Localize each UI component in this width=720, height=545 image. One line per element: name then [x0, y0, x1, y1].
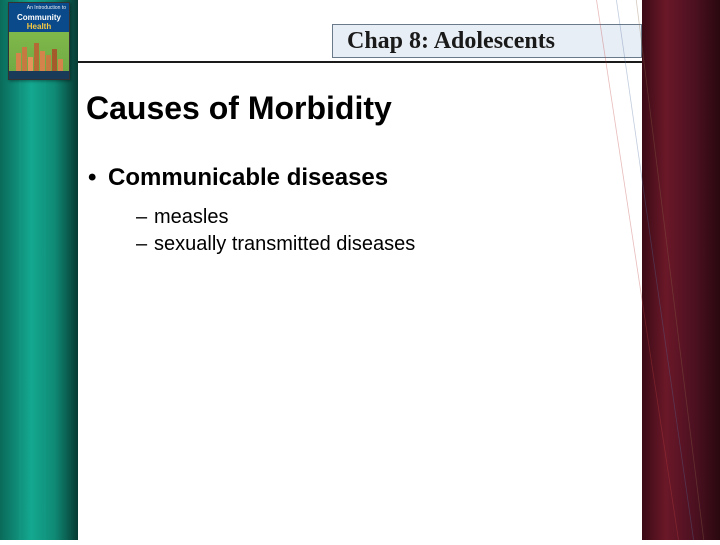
content-area: Chap 8: Adolescents Causes of Morbidity … — [78, 0, 642, 540]
banner-underline — [78, 61, 642, 63]
book-cover: An Introduction to Community Health — [8, 2, 70, 80]
book-city-illustration — [12, 41, 66, 71]
book-health-text: Health — [9, 22, 69, 31]
main-bullet: Communicable diseases — [108, 164, 388, 192]
slide-title: Causes of Morbidity — [86, 90, 392, 127]
book-authors-bar — [9, 71, 69, 79]
right-sidebar-bg — [642, 0, 720, 540]
sub-bullet-item: sexually transmitted diseases — [136, 231, 415, 258]
chapter-banner: Chap 8: Adolescents — [332, 24, 642, 58]
book-intro-text: An Introduction to — [27, 6, 66, 12]
right-sidebar — [642, 0, 720, 540]
book-community-text: Community — [9, 14, 69, 22]
left-sidebar — [0, 0, 78, 540]
sub-bullets: measles sexually transmitted diseases — [136, 204, 415, 258]
left-sidebar-bg — [0, 0, 78, 540]
sub-bullet-item: measles — [136, 204, 415, 231]
